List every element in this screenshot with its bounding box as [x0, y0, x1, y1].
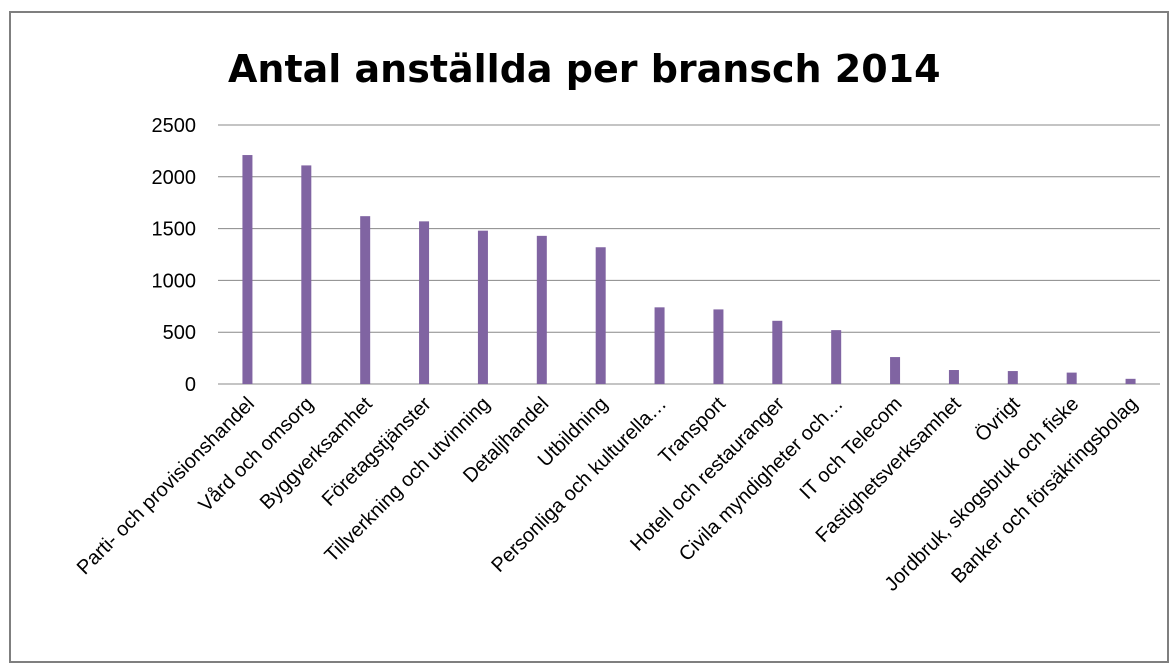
bar — [536, 235, 547, 384]
y-tick-label: 500 — [163, 322, 196, 344]
bar — [772, 320, 783, 384]
x-tick-label: Företagstjänster — [318, 393, 436, 511]
bar — [360, 216, 371, 384]
y-tick-label: 2000 — [152, 167, 197, 189]
bar — [595, 247, 606, 384]
y-tick-label: 2500 — [152, 115, 197, 137]
chart-frame — [9, 11, 1169, 663]
x-tick-label: IT och Telecom — [796, 393, 907, 504]
bar — [1007, 371, 1018, 384]
bar — [477, 230, 488, 384]
bar — [419, 221, 430, 384]
y-tick-label: 1500 — [152, 219, 197, 241]
x-tick-label: Övrigt — [971, 393, 1025, 447]
bar — [713, 309, 724, 384]
bar — [242, 155, 253, 384]
y-tick-label: 0 — [185, 374, 196, 396]
bar — [654, 307, 665, 384]
y-tick-label: 1000 — [152, 270, 197, 292]
bar — [948, 370, 959, 384]
bar — [890, 357, 901, 384]
bar — [1125, 378, 1136, 384]
chart-title: Antal anställda per bransch 2014 — [228, 47, 941, 91]
bar — [831, 330, 842, 384]
bar — [301, 165, 312, 384]
bar — [1066, 372, 1077, 384]
